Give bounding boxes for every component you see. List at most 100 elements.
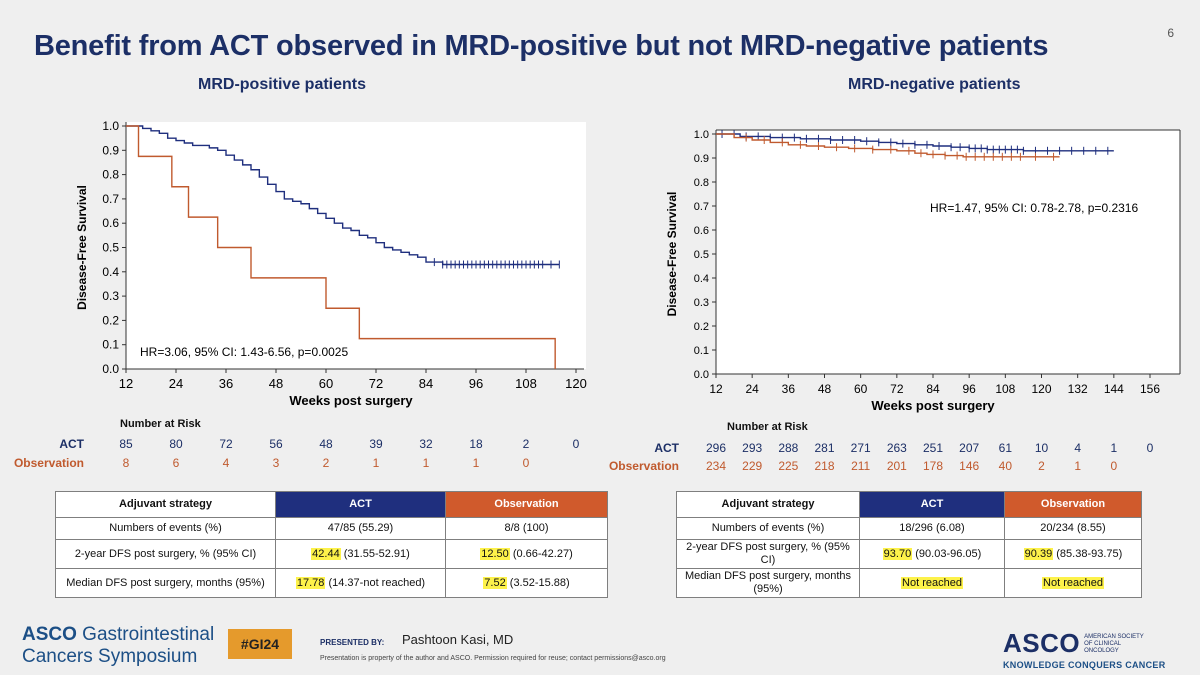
y-tick-label: 0.1 [694,345,709,357]
risk-value: 271 [850,441,871,455]
risk-value: 0 [1146,441,1154,455]
risk-value: 1 [422,456,430,470]
x-tick-label: 72 [890,382,904,396]
y-tick-label: 0.4 [102,265,119,279]
act-value: 93.70 (90.03-96.05) [859,539,1005,569]
act-value: 17.78 (14.37-not reached) [275,568,446,598]
risk-value: 229 [742,459,763,473]
table-header-row: Adjuvant strategy ACT Observation [55,491,608,518]
risk-value: 225 [778,459,799,473]
survival-curve-observation [126,125,556,369]
observation-value: 12.50 (0.66-42.27) [445,539,608,569]
y-tick-label: 0.3 [102,289,119,303]
risk-value: 1 [372,456,380,470]
risk-value: 10 [1034,441,1049,455]
highlighted-value: Not reached [901,576,963,589]
risk-value: 2 [1038,459,1045,473]
row-label-text: Numbers of events (%) [711,522,825,534]
highlighted-value: 42.44 [311,547,341,560]
hazard-ratio-annotation: HR=1.47, 95% CI: 0.78-2.78, p=0.2316 [930,201,1138,215]
risk-value: 2 [522,437,530,451]
risk-value: 6 [172,456,180,470]
y-tick-label: 0.9 [694,153,709,165]
risk-value: 234 [705,459,727,473]
y-tick-label: 0.2 [102,313,119,327]
row-label: 2-year DFS post surgery, % (95% CI) [676,539,860,569]
risk-value: 0 [572,437,580,451]
observation-value: 7.52 (3.52-15.88) [445,568,608,598]
risk-value: 4 [1074,441,1081,455]
act-value: 18/296 (6.08) [859,517,1005,540]
x-tick-label: 12 [709,382,723,396]
x-tick-label: 84 [419,376,433,391]
x-tick-label: 24 [745,382,759,396]
risk-value: 56 [269,437,283,451]
risk-value: 0 [1110,459,1118,473]
x-tick-label: 132 [1068,382,1088,396]
value-text: 47/85 (55.29) [327,522,394,534]
highlighted-value: 93.70 [882,547,913,560]
number-at-risk-title: Number at Risk [120,418,201,430]
chart-right-title: MRD-negative patients [848,76,1021,93]
table-row: Numbers of events (%) 47/85 (55.29) 8/8 (1… [55,517,608,540]
chart-left-title: MRD-positive patients [198,76,367,93]
header-observation: Observation [445,491,608,518]
x-tick-label: 108 [515,376,537,391]
header-act: ACT [275,491,446,518]
y-tick-label: 0.8 [102,168,119,182]
x-axis-label: Weeks post surgery [289,393,413,408]
x-tick-label: 48 [818,382,832,396]
highlighted-value: Not reached [1042,576,1104,589]
risk-value: 0 [522,456,530,470]
header-act: ACT [859,491,1005,518]
risk-value: 211 [851,459,871,473]
risk-value: 218 [814,459,835,473]
value-text: (85.38-93.75) [1053,547,1123,560]
y-tick-label: 1.0 [694,129,709,141]
value-text: (31.55-52.91) [340,547,410,560]
act-value: Not reached [859,568,1005,598]
risk-value: 1 [1074,459,1081,473]
x-tick-label: 156 [1140,382,1160,396]
risk-value: 85 [119,437,133,451]
risk-value: 4 [222,456,230,470]
risk-value: 3 [272,456,280,470]
table-row: 2-year DFS post surgery, % (95% CI) 42.44… [55,539,608,569]
value-text: 18/296 (6.08) [899,522,965,534]
y-tick-label: 0.4 [694,273,709,285]
summary-table-mrd-positive: Adjuvant strategy ACT Observation Number… [55,491,608,598]
x-tick-label: 60 [319,376,333,391]
y-tick-label: 0.0 [694,369,709,381]
risk-value: 146 [959,459,980,473]
row-label: Median DFS post surgery, months (95%) [55,568,276,598]
value-text: (0.66-42.27) [509,547,573,560]
header-strategy: Adjuvant strategy [676,491,860,518]
risk-value: 178 [922,459,944,473]
y-tick-label: 0.3 [694,297,709,309]
x-tick-label: 120 [565,376,587,391]
x-tick-label: 36 [782,382,796,396]
x-tick-label: 96 [469,376,483,391]
table-row: Numbers of events (%) 18/296 (6.08) 20/234… [676,517,1142,540]
logo-gi-text: Gastrointestinal [76,624,215,645]
y-axis-label: Disease-Free Survival [75,185,89,310]
survival-curve-act [126,125,560,266]
row-label-text: Numbers of events (%) [109,522,222,534]
summary-table-mrd-negative: Adjuvant strategy ACT Observation Number… [676,491,1142,598]
risk-value: 1 [1110,441,1118,455]
slide-title: Benefit from ACT observed in MRD-positiv… [34,30,1049,62]
highlighted-value: 12.50 [480,547,510,560]
x-tick-label: 144 [1104,382,1124,396]
observation-value: 8/8 (100) [445,517,608,540]
value-text: 8/8 (100) [504,522,549,534]
x-tick-label: 48 [269,376,283,391]
risk-value: 263 [886,441,907,455]
observation-value: Not reached [1004,568,1142,598]
highlighted-value: 90.39 [1023,547,1054,560]
risk-value: 40 [998,459,1012,473]
y-tick-label: 1.0 [102,119,119,133]
slide-number: 6 [1167,26,1174,40]
x-tick-label: 96 [962,382,976,396]
risk-value: 288 [778,441,799,455]
